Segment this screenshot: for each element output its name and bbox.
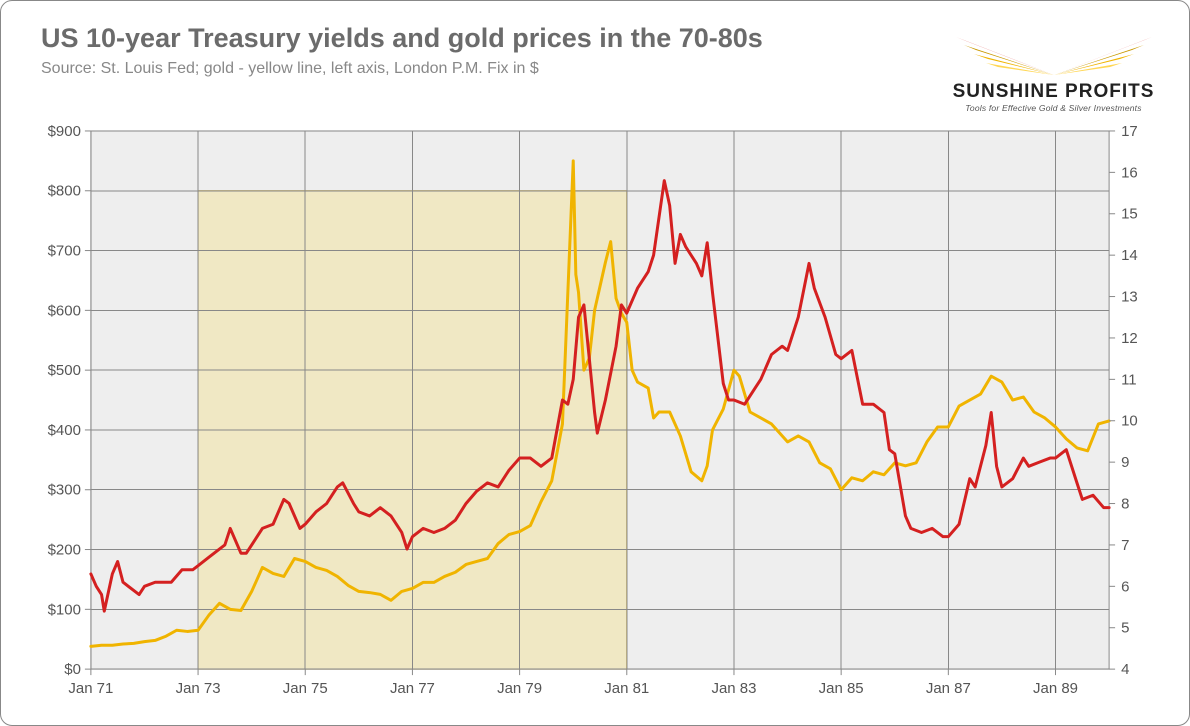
svg-text:Jan 71: Jan 71 <box>68 680 113 697</box>
svg-text:16: 16 <box>1121 164 1138 181</box>
svg-text:12: 12 <box>1121 330 1138 347</box>
svg-text:$600: $600 <box>48 302 81 319</box>
svg-text:17: 17 <box>1121 123 1138 140</box>
svg-text:$300: $300 <box>48 482 81 499</box>
svg-text:11: 11 <box>1121 371 1137 388</box>
chart-area: Jan 71 Jan 73 Jan 75 Jan 77 Jan 79 Jan 81 Jan … <box>21 121 1169 705</box>
svg-text:$800: $800 <box>48 183 81 200</box>
svg-text:$0: $0 <box>64 661 81 678</box>
svg-text:8: 8 <box>1121 496 1129 513</box>
svg-text:$700: $700 <box>48 243 81 260</box>
svg-text:10: 10 <box>1121 413 1138 430</box>
svg-text:Jan 75: Jan 75 <box>283 680 328 697</box>
svg-text:Jan 79: Jan 79 <box>497 680 542 697</box>
svg-text:13: 13 <box>1121 289 1138 306</box>
brand-tagline: Tools for Effective Gold & Silver Invest… <box>946 103 1161 113</box>
svg-text:9: 9 <box>1121 454 1129 471</box>
svg-text:Jan 81: Jan 81 <box>604 680 649 697</box>
svg-text:$900: $900 <box>48 123 81 140</box>
chart-card: US 10-year Treasury yields and gold pric… <box>0 0 1190 726</box>
svg-text:$100: $100 <box>48 601 81 618</box>
brand-logo: SUNSHINE PROFITS Tools for Effective Gol… <box>946 29 1161 113</box>
sunburst-icon <box>946 29 1161 79</box>
svg-text:6: 6 <box>1121 578 1129 595</box>
svg-text:$500: $500 <box>48 362 81 379</box>
svg-text:14: 14 <box>1121 247 1138 264</box>
chart-subtitle: Source: St. Louis Fed; gold - yellow lin… <box>41 60 939 78</box>
svg-text:Jan 83: Jan 83 <box>711 680 756 697</box>
svg-text:4: 4 <box>1121 661 1129 678</box>
svg-text:Jan 87: Jan 87 <box>926 680 971 697</box>
chart-title: US 10-year Treasury yields and gold pric… <box>41 23 939 54</box>
svg-text:Jan 77: Jan 77 <box>390 680 435 697</box>
svg-text:Jan 73: Jan 73 <box>176 680 221 697</box>
header: US 10-year Treasury yields and gold pric… <box>41 23 939 78</box>
brand-name: SUNSHINE PROFITS <box>946 81 1161 103</box>
svg-text:5: 5 <box>1121 620 1129 637</box>
chart-svg: Jan 71 Jan 73 Jan 75 Jan 77 Jan 79 Jan 81 Jan … <box>21 121 1169 705</box>
svg-text:15: 15 <box>1121 206 1138 223</box>
svg-text:7: 7 <box>1121 537 1129 554</box>
svg-text:$200: $200 <box>48 542 81 559</box>
svg-text:Jan 85: Jan 85 <box>819 680 864 697</box>
svg-text:Jan 89: Jan 89 <box>1033 680 1078 697</box>
svg-text:$400: $400 <box>48 422 81 439</box>
